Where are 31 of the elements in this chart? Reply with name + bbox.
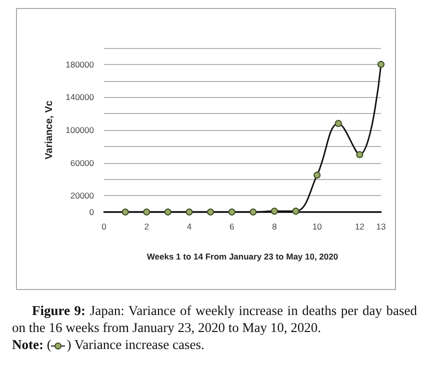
point (143, 208, 150, 216)
x-tick-label: 0 (102, 222, 107, 232)
point (122, 208, 129, 216)
y-tick-label: 180000 (66, 59, 94, 70)
x-axis-title: Weeks 1 to 14 From January 23 to May 10, 2020 (146, 252, 338, 262)
x-tick-label: 6 (229, 222, 234, 232)
point (270, 208, 278, 215)
point (207, 208, 214, 216)
y-tick-label: 60000 (70, 158, 94, 168)
y-tick-label: 140000 (66, 92, 94, 102)
y-tick-label: 100000 (66, 125, 94, 135)
point (250, 208, 257, 216)
x-tick-label: 4 (186, 222, 192, 232)
point (334, 120, 342, 127)
point (292, 208, 300, 215)
x-tick-label: 13 (376, 222, 386, 232)
point (356, 151, 364, 158)
point (164, 208, 172, 216)
point (314, 172, 321, 179)
x-tick-label: 2 (144, 222, 150, 232)
x-tick-label: 12 (354, 222, 365, 232)
y-tick-label: 0 (89, 207, 94, 217)
x-tick-label: 10 (312, 222, 322, 232)
caption: Figure 9: Japan: Variance of weekly increase in deaths per day based on the 16 weeks from January 23, 2020 to May 10, 2020. (12, 302, 417, 336)
point (378, 60, 384, 68)
y-tick-label: 20000 (70, 190, 94, 201)
point (228, 208, 236, 216)
y-axis-title: Variance, Vc (44, 100, 56, 160)
x-tick-label: 8 (272, 222, 278, 232)
point (186, 208, 193, 216)
text: Note: ( ) Variance increase cases. (12, 336, 206, 353)
